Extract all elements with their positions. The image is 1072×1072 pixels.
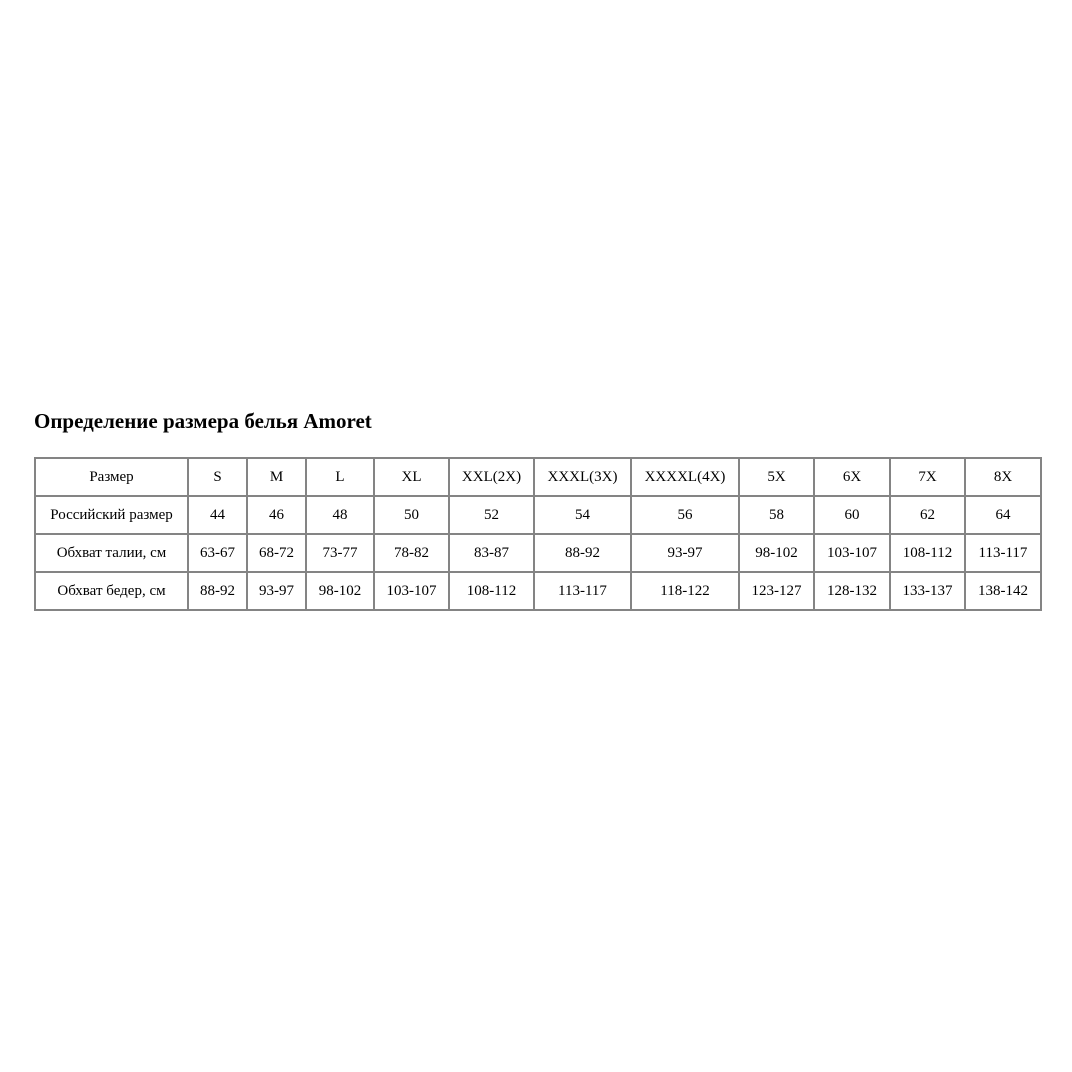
table-cell: 60 (813, 495, 891, 535)
table-cell: 5X (738, 457, 815, 497)
table-cell: 93-97 (246, 571, 307, 611)
table-cell: 73-77 (305, 533, 375, 573)
table-cell: 133-137 (889, 571, 966, 611)
table-cell: 98-102 (738, 533, 815, 573)
table-cell: XXXL(3X) (533, 457, 632, 497)
table-cell: 6X (813, 457, 891, 497)
table-cell: XL (373, 457, 450, 497)
row-label: Обхват бедер, см (34, 571, 189, 611)
table-cell: 44 (187, 495, 248, 535)
table-row: Обхват талии, см 63-67 68-72 73-77 78-82 83-8… (34, 533, 1042, 573)
table-cell: 64 (964, 495, 1042, 535)
table-cell: 7X (889, 457, 966, 497)
table-cell: 103-107 (813, 533, 891, 573)
table-row: Российский размер 44 46 48 50 52 54 56 58 60 62 64 (34, 495, 1042, 535)
table-cell: 128-132 (813, 571, 891, 611)
table-cell: 118-122 (630, 571, 740, 611)
table-cell: 78-82 (373, 533, 450, 573)
size-chart-table: Размер S M L XL XXL(2X) XXXL(3X) XXXXL(4X) 5X 6X 7… (34, 457, 1042, 611)
table-cell: 54 (533, 495, 632, 535)
table-cell: 113-117 (533, 571, 632, 611)
table-cell: XXL(2X) (448, 457, 535, 497)
row-label: Размер (34, 457, 189, 497)
table-cell: 46 (246, 495, 307, 535)
table-cell: S (187, 457, 248, 497)
table-cell: 63-67 (187, 533, 248, 573)
table-cell: 83-87 (448, 533, 535, 573)
table-cell: 68-72 (246, 533, 307, 573)
table-cell: 98-102 (305, 571, 375, 611)
table-cell: L (305, 457, 375, 497)
table-cell: 138-142 (964, 571, 1042, 611)
table-cell: 88-92 (533, 533, 632, 573)
table-cell: 52 (448, 495, 535, 535)
table-cell: 50 (373, 495, 450, 535)
row-label: Российский размер (34, 495, 189, 535)
table-cell: 123-127 (738, 571, 815, 611)
table-cell: 103-107 (373, 571, 450, 611)
table-cell: M (246, 457, 307, 497)
table-cell: 62 (889, 495, 966, 535)
table-cell: 113-117 (964, 533, 1042, 573)
page-title: Определение размера белья Amoret (34, 409, 372, 433)
table-cell: 58 (738, 495, 815, 535)
table-row: Обхват бедер, см 88-92 93-97 98-102 103-107 1… (34, 571, 1042, 611)
table-cell: 88-92 (187, 571, 248, 611)
table-cell: 108-112 (448, 571, 535, 611)
table-cell: 93-97 (630, 533, 740, 573)
table-cell: 56 (630, 495, 740, 535)
table-cell: 48 (305, 495, 375, 535)
table-cell: 108-112 (889, 533, 966, 573)
row-label: Обхват талии, см (34, 533, 189, 573)
table-cell: 8X (964, 457, 1042, 497)
table-cell: XXXXL(4X) (630, 457, 740, 497)
header-row: Размер S M L XL XXL(2X) XXXL(3X) XXXXL(4X) 5X 6X 7… (34, 457, 1042, 497)
